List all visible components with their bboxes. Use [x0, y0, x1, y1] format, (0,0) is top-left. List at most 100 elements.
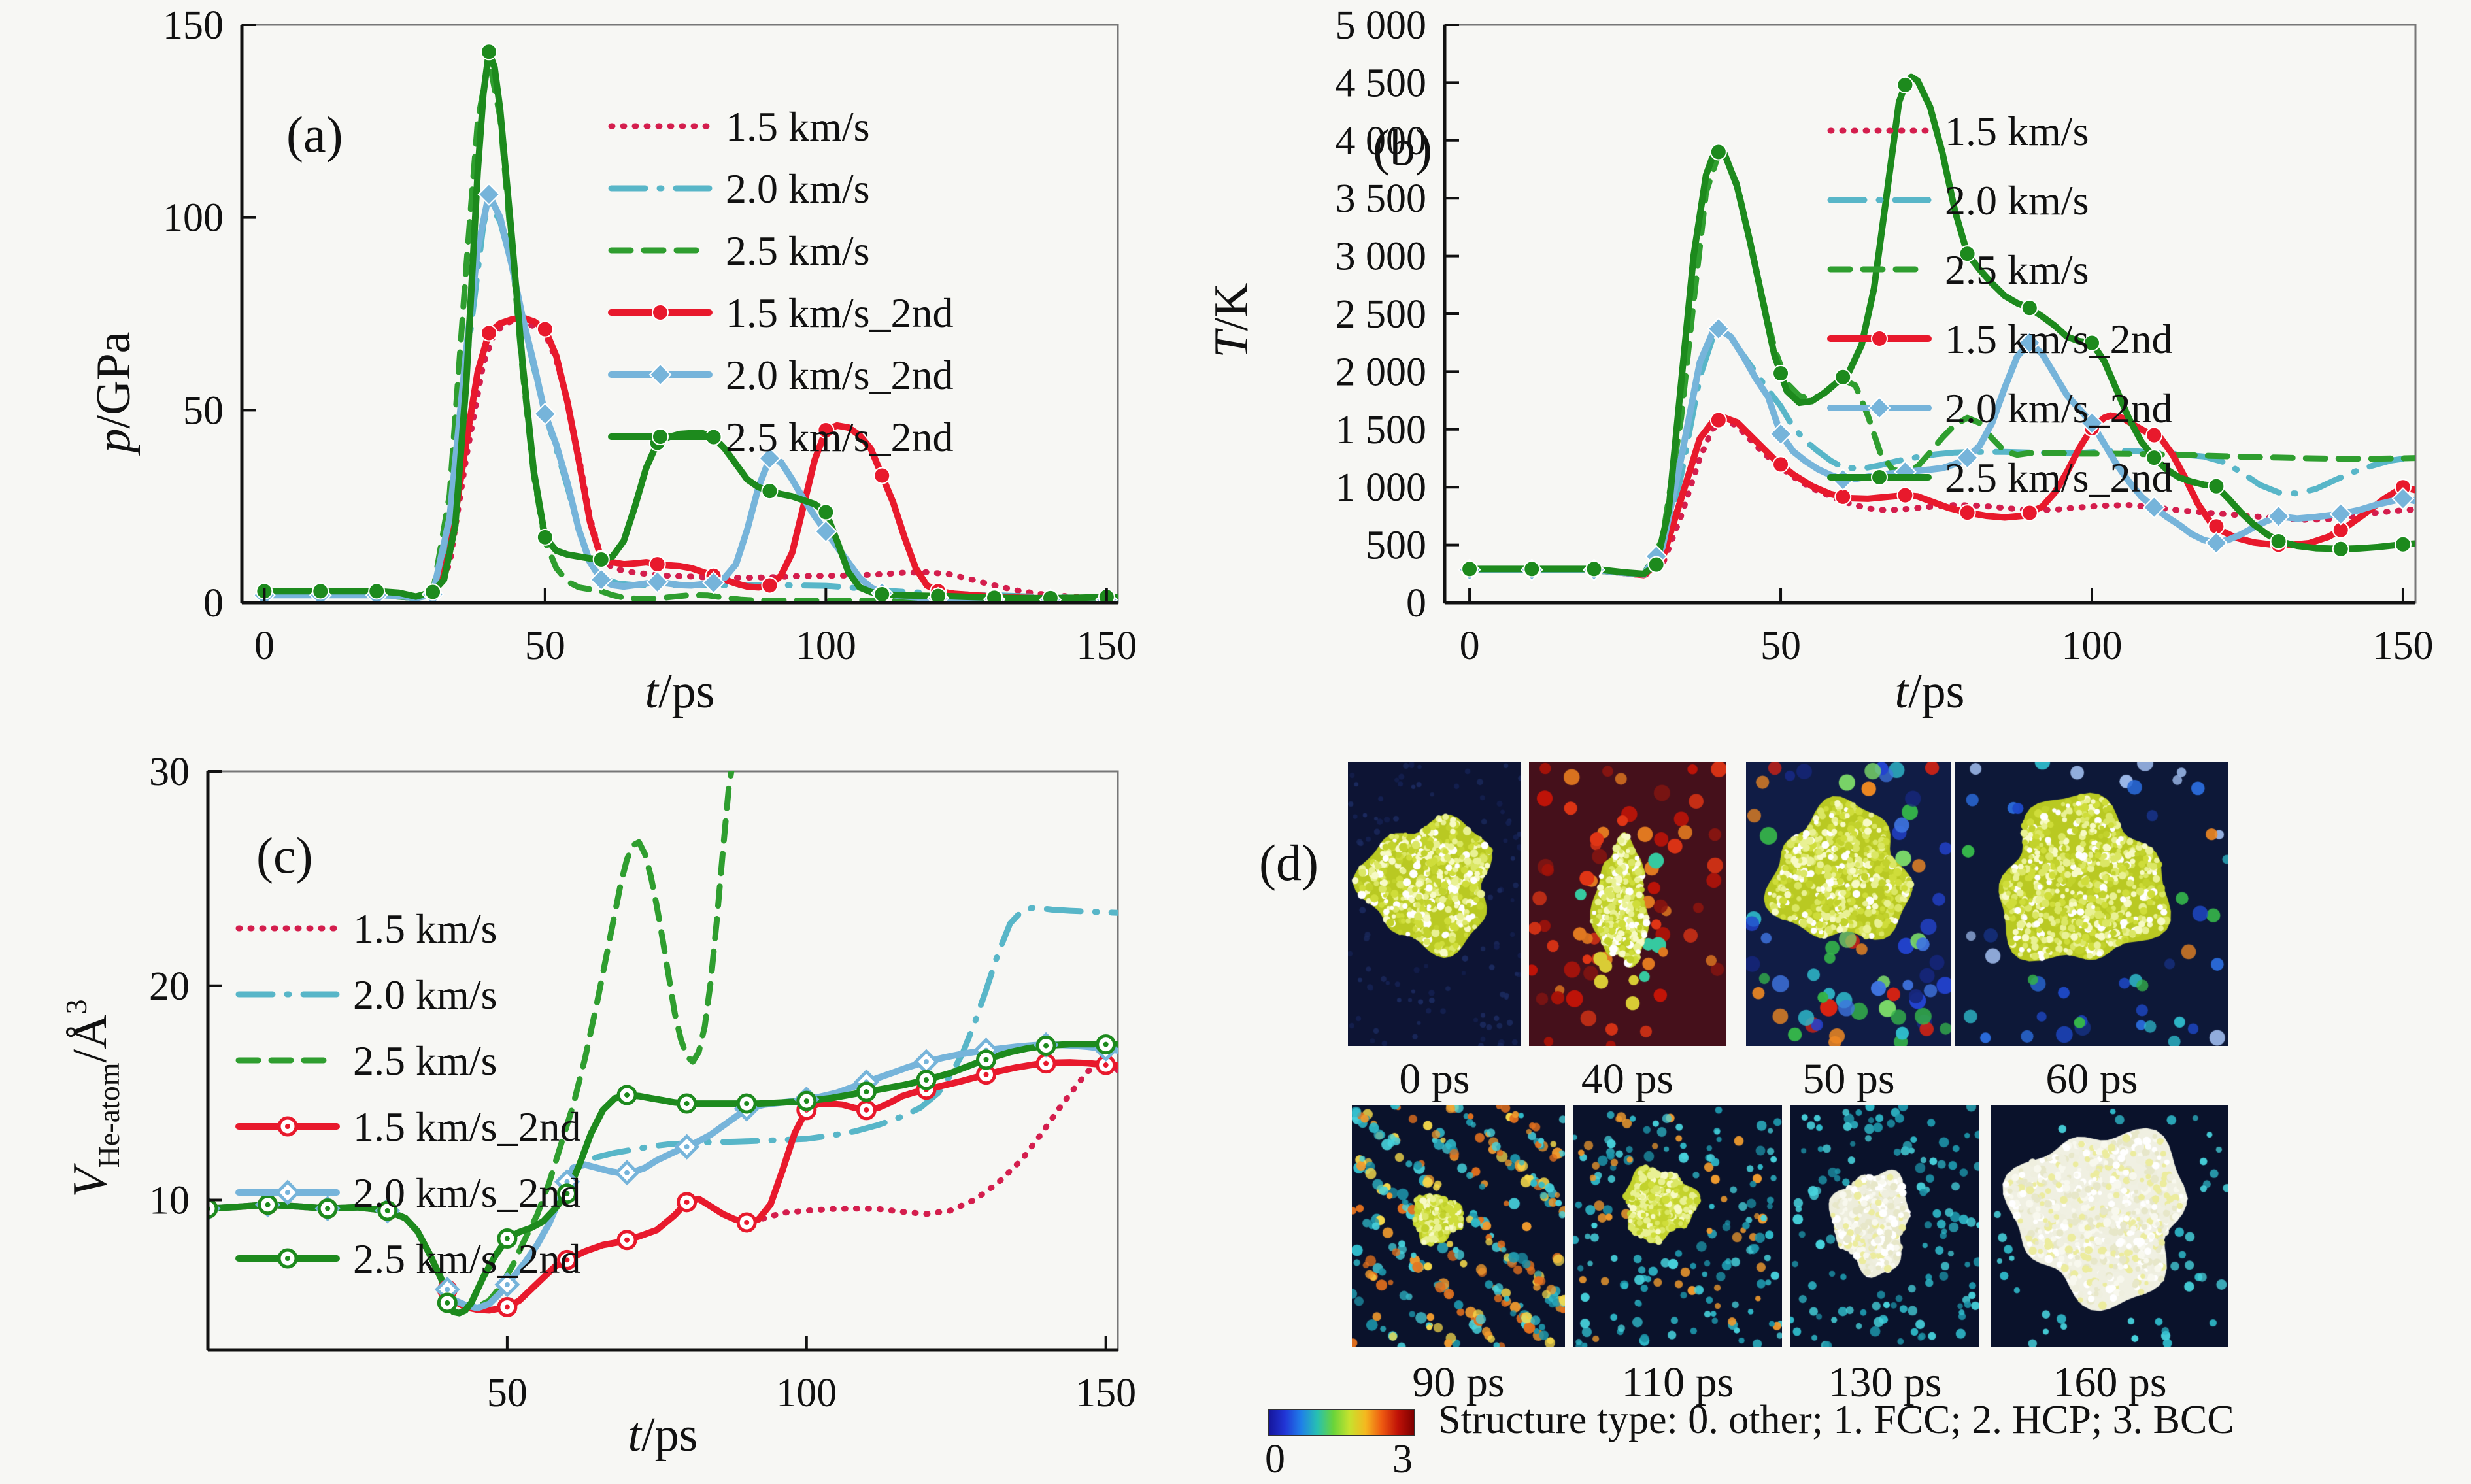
marker [2391, 487, 2415, 510]
series-2.5 km/s [261, 56, 1118, 603]
x-axis-label: t/ps [645, 665, 715, 718]
marker [2267, 505, 2290, 528]
marker [2270, 532, 2287, 550]
snapshot-60ps [1955, 762, 2228, 1046]
series-2.0 km/s [261, 199, 1118, 601]
marker [1896, 76, 1914, 93]
marker [1647, 556, 1665, 573]
marker [1772, 456, 1790, 473]
colorbar-min-label: 0 [1265, 1437, 1285, 1481]
y-tick-label: 10 [149, 1179, 190, 1223]
snapshot-time-label: 160 ps [2053, 1358, 2167, 1406]
legend-label: 1.5 km/s_2nd [353, 1104, 580, 1150]
snapshot-110ps [1573, 1105, 1782, 1347]
legend: 1.5 km/s 2.0 km/s 2.5 km/s 1.5 km/s_2nd 2.0 … [1827, 108, 2172, 501]
marker [590, 568, 613, 592]
snapshot-image [1790, 1105, 1979, 1347]
helium-volume-chart: 10 20 30 50 100 150 t/ps VHe-atom/Å3 (c) 1.5 km/s… [59, 750, 1136, 1462]
marker [1871, 469, 1888, 486]
legend: 1.5 km/s 2.0 km/s 2.5 km/s 1.5 km/s_2nd 2.0 … [608, 103, 953, 460]
snapshot-image [1529, 762, 1726, 1046]
legend-label: 2.0 km/s [726, 165, 869, 212]
marker [873, 467, 891, 484]
x-tick-label: 50 [525, 624, 565, 668]
y-tick-label: 30 [149, 750, 190, 794]
series-2.5 km/s_2nd [261, 48, 1118, 601]
y-axis-label: p/GPa [87, 332, 141, 456]
legend-label: 2.0 km/s_2nd [726, 352, 953, 398]
marker [2080, 411, 2104, 435]
series-2.0 km/s_2nd [208, 1041, 1118, 1312]
snapshot-time-label: 60 ps [2045, 1055, 2138, 1103]
legend-label: 2.5 km/s_2nd [726, 414, 953, 460]
x-tick-label: 150 [2372, 624, 2433, 668]
marker [2142, 496, 2166, 519]
y-tick-label: 3 500 [1336, 177, 1427, 221]
marker [1769, 422, 1792, 446]
marker [536, 320, 554, 338]
marker [2083, 334, 2100, 352]
marker [2329, 502, 2353, 526]
colorbar-max-label: 3 [1392, 1437, 1413, 1481]
y-axis-label: T/K [1209, 282, 1258, 358]
legend-label: 2.5 km/s [1945, 246, 2089, 293]
snapshot-image [1955, 762, 2228, 1046]
y-tick-label: 4 500 [1336, 61, 1427, 105]
marker [814, 520, 837, 543]
legend-label: 2.0 km/s [1945, 177, 2089, 224]
snapshot-time-label: 110 ps [1621, 1358, 1734, 1406]
legend-label: 1.5 km/s [353, 905, 497, 952]
y-tick-label: 50 [183, 388, 224, 433]
marker [2018, 331, 2042, 354]
marker [873, 586, 891, 603]
marker [312, 582, 329, 600]
marker [2021, 299, 2038, 317]
marker [758, 447, 781, 470]
x-tick-label: 50 [487, 1371, 528, 1415]
marker [1868, 396, 1891, 420]
marker [986, 589, 1003, 603]
marker [536, 528, 554, 546]
marker [761, 577, 779, 594]
x-tick-label: 100 [796, 624, 856, 668]
series-group [1458, 73, 2415, 582]
marker [1834, 368, 1852, 386]
legend-label: 2.0 km/s_2nd [353, 1170, 580, 1216]
series-group [252, 43, 1118, 603]
y-tick-label: 1 000 [1336, 465, 1427, 510]
marker [1585, 560, 1603, 578]
marker [817, 421, 835, 439]
y-tick-label: 5 000 [1336, 3, 1427, 48]
x-tick-label: 0 [1460, 624, 1480, 668]
legend: 1.5 km/s 2.0 km/s 2.5 km/s 1.5 km/s_2nd 2.0 … [235, 905, 580, 1282]
marker [2332, 540, 2349, 558]
marker [208, 1198, 218, 1219]
y-tick-label: 0 [203, 581, 224, 626]
marker [761, 482, 779, 500]
x-tick-label: 100 [776, 1371, 837, 1415]
marker [1958, 504, 1976, 522]
legend-label: 1.5 km/s_2nd [1945, 316, 2172, 362]
series-1.5 km/s_2nd [1466, 412, 2415, 579]
series-2.5 km/s_2nd [1466, 73, 2415, 577]
y-tick-label: 20 [149, 964, 190, 1009]
snapshot-50ps [1746, 762, 1951, 1046]
snapshot-image [1573, 1105, 1782, 1347]
marker [480, 43, 497, 61]
series-1.5 km/s [261, 316, 1118, 601]
snapshot-time-label: 50 ps [1802, 1055, 1895, 1103]
structure-type-colorbar [1268, 1409, 1415, 1436]
series-2.5 km/s_2nd [208, 1041, 1118, 1317]
x-tick-label: 150 [1075, 1371, 1136, 1415]
snapshot-image [1746, 762, 1951, 1046]
panel-letter: (a) [286, 106, 343, 163]
y-tick-label: 4 000 [1336, 119, 1427, 163]
marker [646, 570, 669, 594]
marker [1709, 411, 1727, 429]
series-2.0 km/s [208, 904, 1118, 1311]
marker [648, 363, 672, 386]
pressure-chart: 0 50 100 150 0 50 100 150 t/ps p/GPa (a) 1.5 km/s 2.… [87, 3, 1137, 718]
snapshot-image [1348, 762, 1521, 1046]
